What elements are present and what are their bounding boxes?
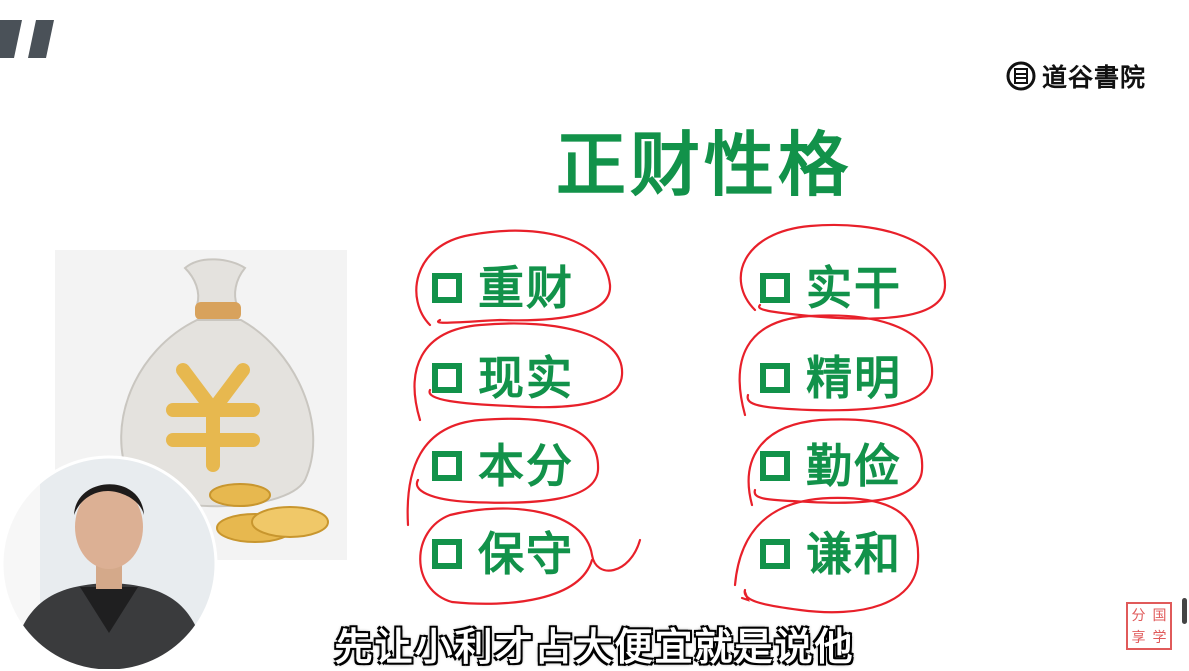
checkbox[interactable]	[432, 273, 462, 303]
checkbox[interactable]	[432, 451, 462, 481]
trait-label: 现实	[478, 351, 574, 405]
checkbox[interactable]	[760, 273, 790, 303]
money-bag-icon	[120, 258, 329, 543]
checkbox[interactable]	[432, 363, 462, 393]
stamp-char: 国	[1152, 608, 1167, 624]
slide-title: 正财性格	[556, 124, 852, 206]
money-bag-illustration	[55, 250, 347, 560]
video-subtitle: 先让小利才占大便宜就是说他	[334, 625, 855, 669]
stamp-char: 享	[1131, 630, 1146, 646]
checkbox[interactable]	[432, 539, 462, 569]
annotation-mark	[740, 590, 750, 602]
stamp-char: 分	[1131, 608, 1146, 624]
trait-label: 实干	[806, 261, 902, 315]
trait-item-baoshou[interactable]: 保守	[432, 531, 574, 577]
scroll-indicator[interactable]	[1182, 598, 1187, 624]
trait-label: 精明	[806, 351, 902, 405]
trait-item-qianhe[interactable]: 谦和	[760, 531, 902, 577]
seal-stamp: 分 国 享 学	[1126, 602, 1172, 650]
trait-item-qinjian[interactable]: 勤俭	[760, 443, 902, 489]
trait-item-jingming[interactable]: 精明	[760, 355, 902, 401]
trait-item-shigan[interactable]: 实干	[760, 265, 902, 311]
trait-label: 重财	[478, 261, 574, 315]
trait-label: 勤俭	[806, 439, 902, 493]
brand-name: 道谷書院	[1042, 63, 1147, 92]
trait-item-benfen[interactable]: 本分	[432, 443, 574, 489]
brand-seal-icon	[1006, 61, 1036, 91]
checkbox[interactable]	[760, 539, 790, 569]
corner-decoration	[0, 20, 54, 58]
brand-logo: 道谷書院	[1006, 58, 1146, 94]
trait-item-xianshi[interactable]: 现实	[432, 355, 574, 401]
checkbox[interactable]	[760, 363, 790, 393]
trait-label: 本分	[478, 439, 574, 493]
trait-item-zhongcai[interactable]: 重财	[432, 265, 574, 311]
stamp-char: 学	[1152, 630, 1167, 646]
presenter-video	[0, 455, 218, 669]
trait-label: 保守	[478, 527, 574, 581]
trait-label: 谦和	[806, 527, 902, 581]
checkbox[interactable]	[760, 451, 790, 481]
